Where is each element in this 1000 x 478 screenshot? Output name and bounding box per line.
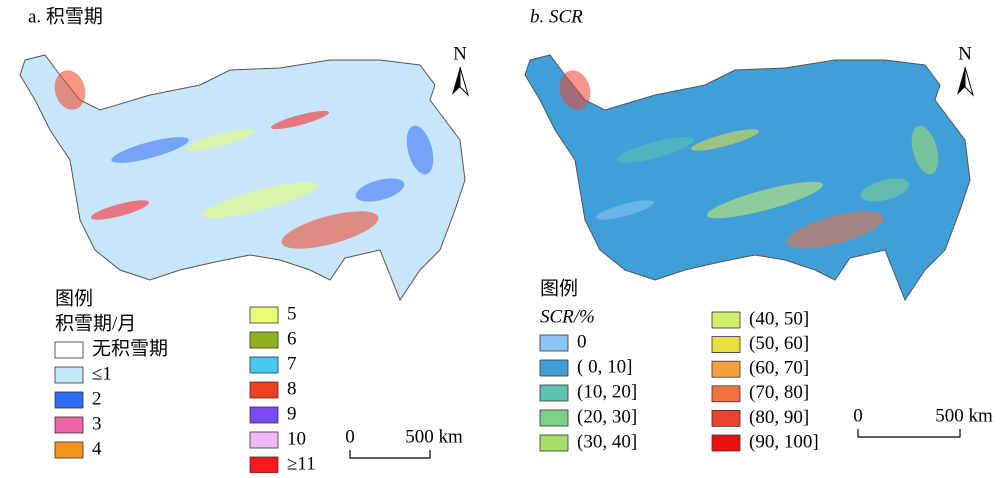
map-region (524, 54, 971, 301)
map-patch (201, 181, 319, 219)
north-arrow (459, 66, 470, 97)
legend-label: 4 (92, 438, 102, 459)
map-region (19, 54, 466, 301)
map-patch (406, 125, 434, 175)
legend-subtitle: 积雪期/月 (55, 312, 136, 334)
legend-swatch (711, 385, 741, 403)
legend-title: 图例 (540, 277, 578, 299)
legend-label: 2 (92, 388, 102, 409)
map (19, 54, 466, 301)
legend-swatch (711, 434, 741, 452)
legend-swatch (539, 334, 569, 352)
legend-label: (90, 100] (749, 431, 819, 452)
scale-end: 500 km (405, 426, 463, 447)
legend-swatch (54, 441, 84, 459)
scale-bar (857, 429, 961, 438)
legend-swatch (711, 409, 741, 427)
map-patch (775, 110, 835, 130)
legend-swatch (711, 360, 741, 378)
panel-label: b. SCR (530, 6, 583, 27)
legend-label: 9 (287, 403, 297, 424)
scale-start: 0 (853, 405, 863, 426)
legend-swatch (249, 381, 279, 399)
map-patch (860, 178, 910, 202)
legend-swatch (539, 434, 569, 452)
legend-label: (80, 90] (749, 407, 809, 428)
legend-swatch (711, 336, 741, 354)
legend-label: 6 (287, 328, 297, 349)
map-patch (911, 125, 939, 175)
map-patch (691, 129, 759, 151)
legend-label: 10 (287, 428, 306, 449)
legend-subtitle: SCR/% (540, 306, 595, 327)
scale-bar (349, 450, 431, 459)
legend-swatch (249, 306, 279, 324)
map-patch (595, 200, 655, 220)
legend-label: ( 0, 10] (577, 356, 632, 377)
legend-swatch (539, 359, 569, 377)
north-label: N (453, 43, 467, 64)
legend-swatch (539, 384, 569, 402)
map-patch (559, 70, 591, 110)
north-arrow (957, 67, 965, 95)
legend-label: 7 (287, 353, 297, 374)
map-patch (355, 178, 405, 202)
map (524, 54, 971, 301)
legend-swatch (249, 406, 279, 424)
scale-start: 0 (345, 426, 355, 447)
map-patch (186, 129, 254, 151)
legend-label: (40, 50] (749, 308, 809, 329)
map-patch (54, 70, 86, 110)
panel-label: a. 积雪期 (28, 5, 103, 27)
legend-swatch (711, 311, 741, 329)
legend-swatch (249, 356, 279, 374)
panel: b. SCR N 图例 SCR/% 0 ( 0, 10] (10, 20] (20, 30] (… (524, 6, 993, 452)
legend-label: 5 (287, 303, 297, 324)
legend-label: (20, 30] (577, 406, 637, 427)
map-patch (616, 137, 694, 163)
legend-label: ≥11 (287, 453, 316, 473)
legend-label: 3 (92, 413, 102, 434)
legend-swatch (54, 416, 84, 434)
legend-swatch (54, 341, 84, 359)
legend-label: (50, 60] (749, 333, 809, 354)
north-label: N (958, 43, 972, 64)
legend-label: 8 (287, 378, 297, 399)
legend-label: (70, 80] (749, 382, 809, 403)
map-patch (90, 200, 150, 220)
map-patch (270, 110, 330, 130)
north-arrow (964, 66, 975, 97)
map-patch (281, 211, 379, 249)
scale-end: 500 km (935, 405, 993, 426)
legend-swatch (54, 366, 84, 384)
legend-title: 图例 (55, 287, 93, 309)
legend-swatch (249, 331, 279, 349)
legend-swatch (54, 391, 84, 409)
legend-swatch (249, 431, 279, 449)
legend-label: ≤1 (92, 363, 112, 384)
legend-label: (10, 20] (577, 381, 637, 402)
legend-label: 无积雪期 (92, 337, 168, 359)
north-arrow (452, 67, 460, 95)
legend-label: (60, 70] (749, 358, 809, 379)
map-patch (706, 181, 824, 219)
map-patch (111, 137, 189, 163)
legend-swatch (539, 409, 569, 427)
legend-label: (30, 40] (577, 431, 637, 452)
legend-label: 0 (577, 331, 587, 352)
map-patch (786, 211, 884, 249)
legend-swatch (249, 456, 279, 474)
